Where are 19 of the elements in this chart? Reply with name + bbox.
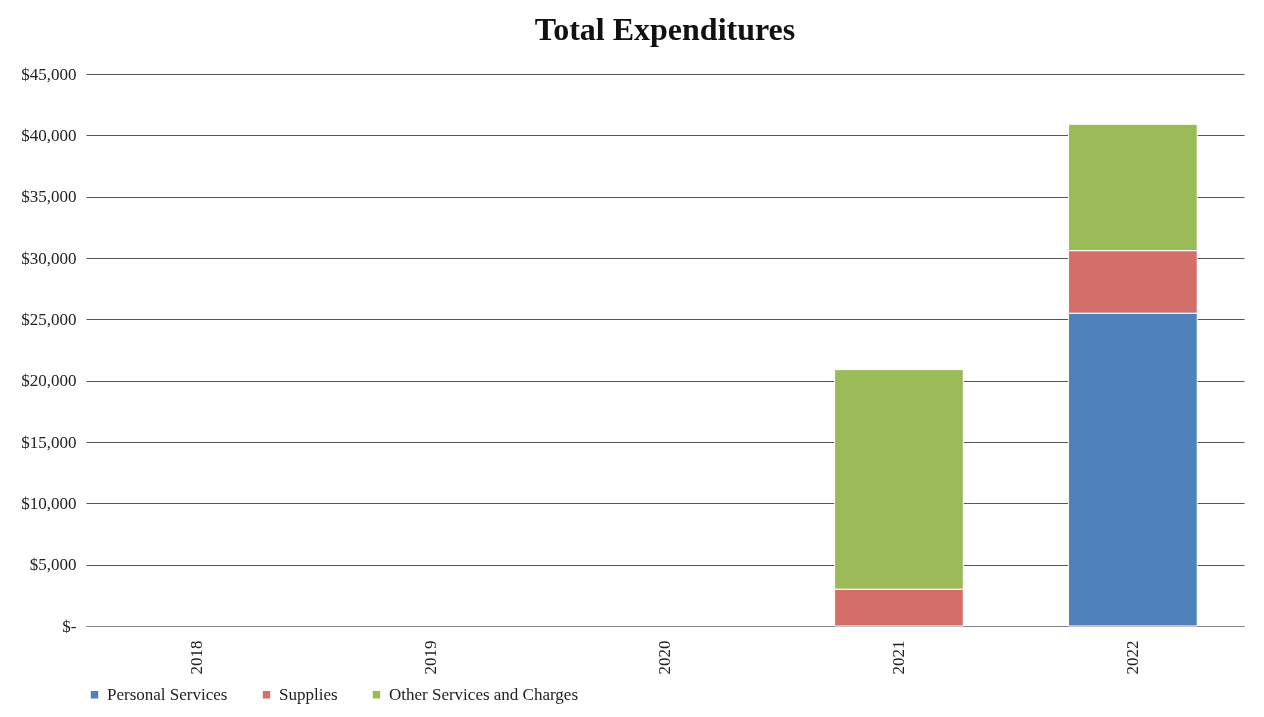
y-tick-label: $20,000 bbox=[21, 371, 77, 391]
y-tick-label: $25,000 bbox=[21, 309, 77, 329]
y-tick-label: $15,000 bbox=[21, 432, 77, 452]
chart-title: Total Expenditures bbox=[534, 11, 796, 47]
x-tick-label: 2021 bbox=[888, 640, 908, 675]
x-tick-label: 2020 bbox=[655, 640, 674, 675]
y-tick-label: $30,000 bbox=[21, 248, 77, 268]
legend-label: Supplies bbox=[279, 684, 338, 704]
x-tick-label: 2022 bbox=[1122, 640, 1142, 675]
y-tick-label: $45,000 bbox=[21, 64, 77, 84]
legend-label: Other Services and Charges bbox=[389, 684, 578, 704]
x-tick-label: 2019 bbox=[421, 640, 441, 675]
y-tick-label: $35,000 bbox=[21, 187, 77, 207]
legend-label: Personal Services bbox=[107, 684, 228, 704]
y-tick-label: $10,000 bbox=[21, 493, 77, 513]
y-tick-label: $40,000 bbox=[21, 125, 77, 145]
y-tick-label: $- bbox=[62, 616, 77, 636]
y-tick-label: $5,000 bbox=[29, 555, 77, 575]
x-tick-label: 2018 bbox=[187, 640, 207, 675]
